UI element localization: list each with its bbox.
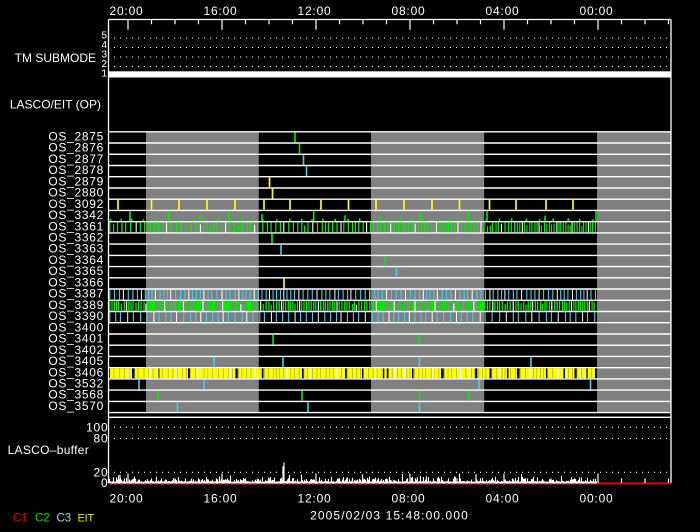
svg-text:1: 1: [101, 68, 107, 79]
svg-text:5: 5: [101, 31, 107, 42]
svg-text:OS_3365: OS_3365: [48, 264, 104, 278]
svg-text:20: 20: [94, 465, 109, 479]
svg-text:12:00: 12:00: [297, 4, 331, 18]
svg-text:08:00: 08:00: [391, 491, 425, 505]
svg-text:OS_3406: OS_3406: [48, 365, 104, 379]
svg-text:OS_3362: OS_3362: [48, 230, 104, 244]
svg-text:OS_3570: OS_3570: [48, 399, 104, 413]
svg-text:4: 4: [101, 40, 107, 51]
svg-text:OS_3342: OS_3342: [48, 208, 104, 222]
svg-text:TM SUBMODE: TM SUBMODE: [15, 51, 96, 65]
svg-text:OS_3402: OS_3402: [48, 343, 104, 357]
svg-text:04:00: 04:00: [485, 4, 519, 18]
svg-text:EIT: EIT: [78, 513, 95, 525]
svg-text:08:00: 08:00: [391, 4, 425, 18]
svg-text:16:00: 16:00: [203, 4, 237, 18]
svg-text:OS_3568: OS_3568: [48, 388, 104, 402]
svg-text:OS_3364: OS_3364: [48, 253, 104, 267]
svg-text:OS_3387: OS_3387: [48, 287, 104, 301]
svg-text:16:00: 16:00: [203, 491, 237, 505]
svg-text:C1: C1: [13, 513, 28, 525]
svg-text:OS_3532: OS_3532: [48, 377, 104, 391]
svg-text:20:00: 20:00: [109, 4, 143, 18]
svg-text:OS_3092: OS_3092: [48, 197, 104, 211]
svg-text:OS_2876: OS_2876: [48, 141, 104, 155]
svg-text:OS_3363: OS_3363: [48, 242, 104, 256]
svg-text:OS_3401: OS_3401: [48, 332, 104, 346]
svg-text:00:00: 00:00: [579, 4, 613, 18]
svg-text:04:00: 04:00: [485, 491, 519, 505]
svg-text:100: 100: [86, 420, 108, 434]
svg-text:2005/02/03 15:48:00.000: 2005/02/03 15:48:00.000: [310, 508, 469, 522]
svg-text:0: 0: [101, 476, 108, 490]
svg-text:OS_2877: OS_2877: [48, 152, 104, 166]
svg-text:OS_3389: OS_3389: [48, 298, 104, 312]
svg-text:20:00: 20:00: [109, 491, 143, 505]
svg-text:LASCO/EIT (OP): LASCO/EIT (OP): [10, 98, 101, 112]
svg-text:OS_3366: OS_3366: [48, 275, 104, 289]
svg-text:OS_2878: OS_2878: [48, 163, 104, 177]
svg-text:00:00: 00:00: [579, 491, 613, 505]
svg-text:OS_3400: OS_3400: [48, 320, 104, 334]
svg-text:C2: C2: [35, 513, 50, 525]
svg-text:3: 3: [101, 50, 107, 61]
svg-text:OS_3390: OS_3390: [48, 309, 104, 323]
svg-text:OS_3361: OS_3361: [48, 219, 104, 233]
svg-text:C3: C3: [57, 513, 72, 525]
svg-text:OS_2879: OS_2879: [48, 174, 104, 188]
svg-text:80: 80: [94, 432, 109, 446]
svg-text:12:00: 12:00: [297, 491, 331, 505]
svg-text:LASCO–buffer: LASCO–buffer: [8, 443, 89, 457]
svg-text:OS_3405: OS_3405: [48, 354, 104, 368]
svg-text:2: 2: [101, 59, 107, 70]
svg-text:OS_2880: OS_2880: [48, 186, 104, 200]
svg-text:OS_2875: OS_2875: [48, 129, 104, 143]
